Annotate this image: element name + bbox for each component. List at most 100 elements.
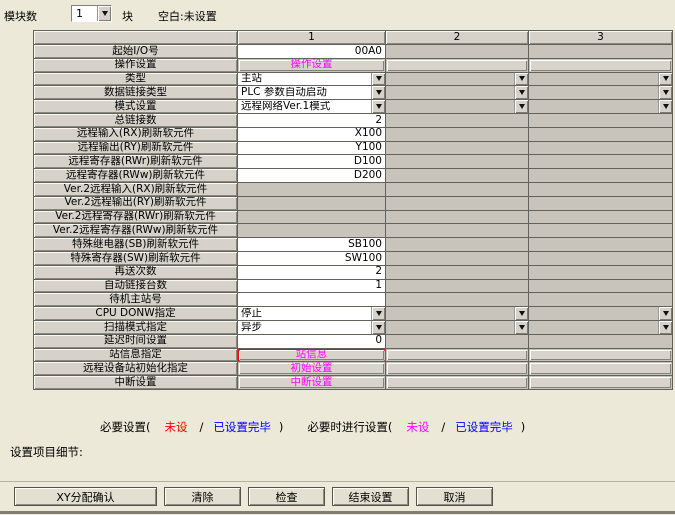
table-row: 延迟时间设置 0 (34, 334, 673, 349)
empty-setting-button[interactable] (530, 363, 671, 375)
dropdown-arrow-icon[interactable] (371, 307, 385, 320)
combo-value: 异步 (241, 321, 262, 333)
disabled-cell (386, 279, 529, 294)
module-count-combobox[interactable]: 1 (71, 5, 112, 22)
down-triangle-icon (375, 90, 382, 96)
dropdown-arrow-icon[interactable] (658, 320, 672, 334)
empty-setting-button[interactable] (530, 59, 671, 71)
table-row: 扫描模式指定 异步 (34, 320, 673, 335)
disabled-cell (529, 224, 673, 239)
dropdown-arrow-icon[interactable] (514, 320, 528, 334)
combo-cell[interactable]: PLC 参数自动启动 (238, 86, 386, 101)
disabled-cell (529, 182, 673, 197)
disabled-cell (529, 196, 673, 211)
table-row: 中断设置 中断设置 (34, 376, 673, 390)
row-label: 类型 (34, 72, 238, 87)
value-cell[interactable]: 2 (238, 113, 386, 128)
table-row: 特殊继电器(SB)刷新软元件 SB100 (34, 238, 673, 252)
disabled-cell (386, 182, 529, 197)
table-row: 类型 主站 (34, 72, 673, 87)
button-cell (529, 348, 673, 363)
value-cell[interactable] (238, 293, 386, 308)
check-button[interactable]: 检查 (248, 487, 325, 506)
combo-cell[interactable] (529, 86, 673, 101)
table-row: 起始I/O号 00A0 (34, 45, 673, 59)
dropdown-arrow-icon[interactable] (658, 72, 672, 86)
cancel-button[interactable]: 取消 (416, 487, 493, 506)
table-row: 站信息指定 站信息 (34, 348, 673, 363)
combo-cell[interactable] (529, 320, 673, 335)
row-label: 再送次数 (34, 265, 238, 280)
combo-cell[interactable] (386, 86, 529, 101)
down-triangle-icon (518, 311, 525, 317)
combo-cell[interactable] (386, 100, 529, 114)
dropdown-arrow-icon[interactable] (658, 307, 672, 320)
dropdown-arrow-icon[interactable] (371, 320, 385, 334)
value-cell[interactable]: SW100 (238, 251, 386, 266)
legend-required-unset: 未设 (164, 420, 188, 434)
dropdown-arrow-icon[interactable] (514, 307, 528, 320)
combo-cell[interactable] (386, 72, 529, 87)
dropdown-arrow-icon[interactable] (514, 100, 528, 113)
value-cell[interactable]: Y100 (238, 141, 386, 156)
xy-assignment-check-button[interactable]: XY分配确认 (14, 487, 157, 506)
empty-setting-button[interactable] (530, 349, 671, 361)
legend-paren: ) (520, 420, 526, 434)
row-label: 自动链接台数 (34, 279, 238, 294)
combo-cell[interactable] (386, 320, 529, 335)
dropdown-arrow-icon[interactable] (371, 86, 385, 100)
row-label: Ver.2远程输出(RY)刷新软元件 (34, 196, 238, 211)
dropdown-arrow-icon[interactable] (514, 86, 528, 100)
down-triangle-icon (518, 76, 525, 82)
dropdown-arrow-icon[interactable] (371, 100, 385, 113)
table-row: 待机主站号 (34, 293, 673, 308)
button-cell (386, 376, 529, 390)
table-row: 操作设置 操作设置 (34, 58, 673, 73)
dropdown-arrow-icon[interactable] (371, 72, 385, 86)
dropdown-arrow-icon[interactable] (658, 86, 672, 100)
combo-cell[interactable]: 停止 (238, 307, 386, 321)
combo-cell[interactable] (529, 100, 673, 114)
value-cell[interactable]: D200 (238, 169, 386, 183)
value-cell[interactable]: D100 (238, 155, 386, 170)
empty-setting-button[interactable] (387, 349, 527, 361)
disabled-cell (529, 293, 673, 308)
disabled-cell (529, 113, 673, 128)
combo-cell[interactable]: 异步 (238, 320, 386, 335)
dropdown-arrow-icon[interactable] (97, 6, 111, 21)
empty-setting-button[interactable] (387, 363, 527, 375)
disabled-cell (529, 279, 673, 294)
empty-setting-button[interactable] (387, 377, 527, 388)
combo-cell[interactable]: 主站 (238, 72, 386, 87)
legend-optional-label: 必要时进行设置( (307, 420, 393, 434)
combo-cell[interactable] (529, 307, 673, 321)
value-cell[interactable]: 2 (238, 265, 386, 280)
legend-optional-unset: 未设 (406, 420, 430, 434)
dropdown-arrow-icon[interactable] (658, 100, 672, 113)
value-cell[interactable]: SB100 (238, 238, 386, 252)
empty-setting-button[interactable] (387, 59, 527, 71)
clear-button[interactable]: 清除 (164, 487, 241, 506)
disabled-cell (386, 127, 529, 142)
setting-button[interactable]: 站信息 (239, 349, 384, 361)
disabled-cell (386, 238, 529, 252)
column-header: 3 (529, 31, 673, 45)
end-setup-button[interactable]: 结束设置 (332, 487, 409, 506)
disabled-cell (386, 265, 529, 280)
disabled-cell (529, 127, 673, 142)
setting-button[interactable]: 中断设置 (239, 376, 384, 388)
disabled-cell (386, 45, 529, 59)
combo-cell[interactable]: 远程网络Ver.1模式 (238, 100, 386, 114)
disabled-cell (386, 169, 529, 183)
value-cell[interactable]: X100 (238, 127, 386, 142)
setting-button[interactable]: 操作设置 (239, 59, 384, 71)
empty-setting-button[interactable] (530, 377, 671, 388)
value-cell[interactable]: 0 (238, 334, 386, 349)
value-cell[interactable]: 1 (238, 279, 386, 294)
table-row: 远程设备站初始化指定 初始设置 (34, 362, 673, 377)
setting-button[interactable]: 初始设置 (239, 362, 384, 375)
combo-cell[interactable] (529, 72, 673, 87)
value-cell[interactable]: 00A0 (238, 45, 386, 59)
combo-cell[interactable] (386, 307, 529, 321)
dropdown-arrow-icon[interactable] (514, 72, 528, 86)
